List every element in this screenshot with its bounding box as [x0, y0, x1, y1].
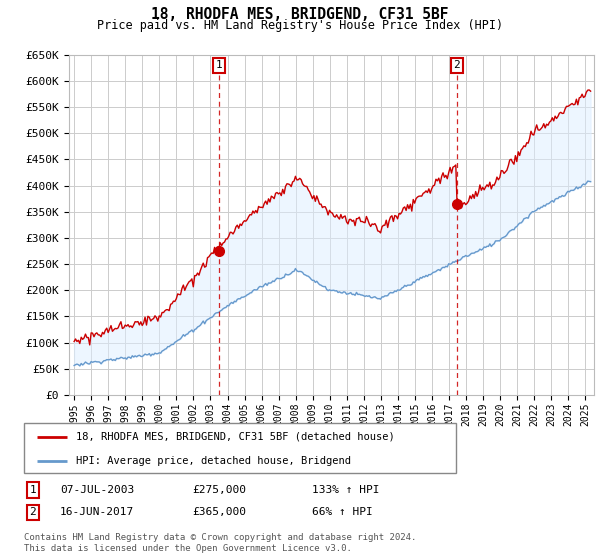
Text: 66% ↑ HPI: 66% ↑ HPI [312, 507, 373, 517]
Text: 07-JUL-2003: 07-JUL-2003 [60, 485, 134, 495]
Text: 1: 1 [216, 60, 223, 71]
Text: 18, RHODFA MES, BRIDGEND, CF31 5BF: 18, RHODFA MES, BRIDGEND, CF31 5BF [151, 7, 449, 22]
Text: 2: 2 [29, 507, 37, 517]
FancyBboxPatch shape [24, 423, 456, 473]
Text: Contains HM Land Registry data © Crown copyright and database right 2024.
This d: Contains HM Land Registry data © Crown c… [24, 533, 416, 553]
Text: Price paid vs. HM Land Registry's House Price Index (HPI): Price paid vs. HM Land Registry's House … [97, 19, 503, 32]
Text: £275,000: £275,000 [192, 485, 246, 495]
Text: 16-JUN-2017: 16-JUN-2017 [60, 507, 134, 517]
Text: 1: 1 [29, 485, 37, 495]
Text: 2: 2 [454, 60, 460, 71]
Text: £365,000: £365,000 [192, 507, 246, 517]
Text: 133% ↑ HPI: 133% ↑ HPI [312, 485, 380, 495]
Text: 18, RHODFA MES, BRIDGEND, CF31 5BF (detached house): 18, RHODFA MES, BRIDGEND, CF31 5BF (deta… [76, 432, 395, 442]
Text: HPI: Average price, detached house, Bridgend: HPI: Average price, detached house, Brid… [76, 456, 351, 465]
